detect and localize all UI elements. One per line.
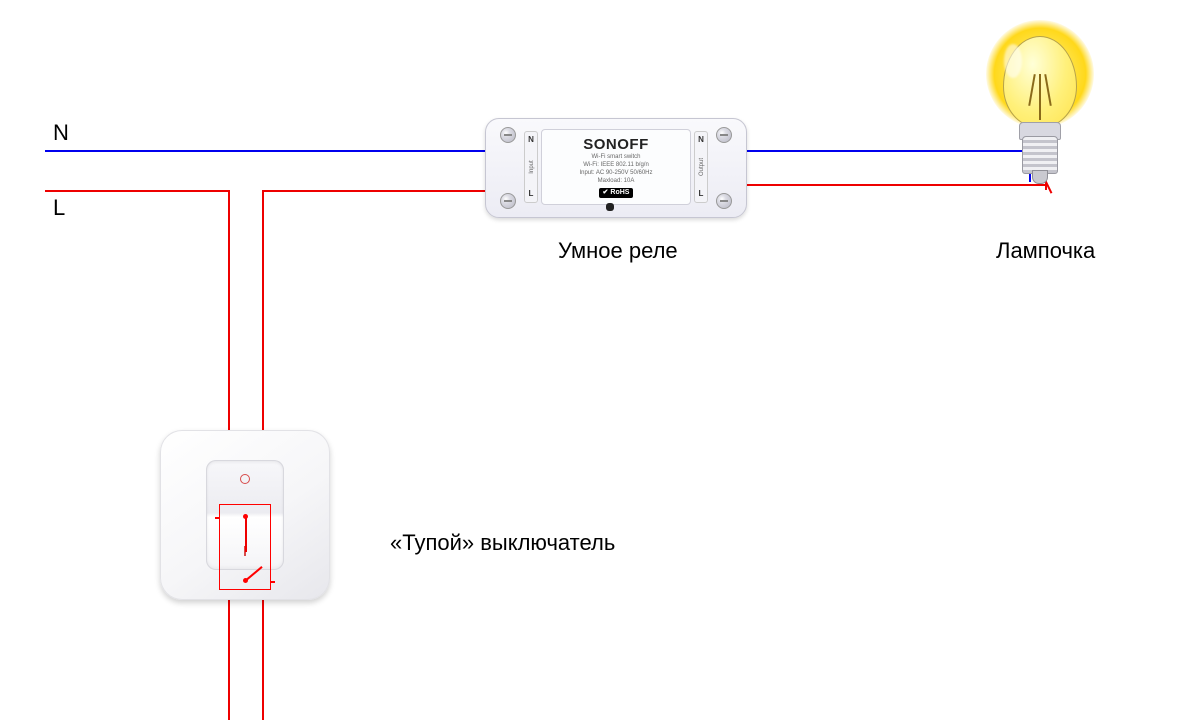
wire-l-main-to-tee — [45, 190, 228, 192]
relay-screw-input-l — [500, 193, 516, 209]
rohs-badge: RoHS — [599, 188, 634, 198]
bulb-filament-icon — [1039, 74, 1041, 120]
label-live: L — [53, 195, 65, 221]
relay-screw-input-n — [500, 127, 516, 143]
relay-label-panel: SONOFF Wi-Fi smart switch Wi-Fi: IEEE 80… — [541, 129, 691, 205]
wire-l-tee-to-relay — [262, 190, 498, 192]
wire-l-tail-left — [228, 600, 230, 720]
relay-screw-output-l — [716, 193, 732, 209]
caption-switch: «Тупой» выключатель — [390, 530, 615, 556]
caption-relay: Умное реле — [558, 238, 678, 264]
bulb-contact-tip-icon — [1032, 170, 1048, 184]
wiring-diagram: { "layout": { "width": 1200, "height": 7… — [0, 0, 1200, 720]
smart-relay: N Input L N Output L SONOFF Wi-Fi smart … — [485, 118, 747, 218]
relay-io-input: N Input L — [524, 131, 538, 203]
bulb-screw-base-icon — [1022, 136, 1058, 174]
switch-inner-stub-top — [245, 518, 247, 552]
wire-n-main-to-relay — [45, 150, 498, 152]
wire-l-tail-right — [262, 600, 264, 720]
caption-bulb: Лампочка — [996, 238, 1095, 264]
relay-brand: SONOFF — [548, 136, 684, 153]
light-bulb — [980, 30, 1100, 200]
relay-screw-output-n — [716, 127, 732, 143]
label-neutral: N — [53, 120, 69, 146]
relay-pairing-button[interactable] — [606, 203, 614, 211]
relay-io-output: N Output L — [694, 131, 708, 203]
